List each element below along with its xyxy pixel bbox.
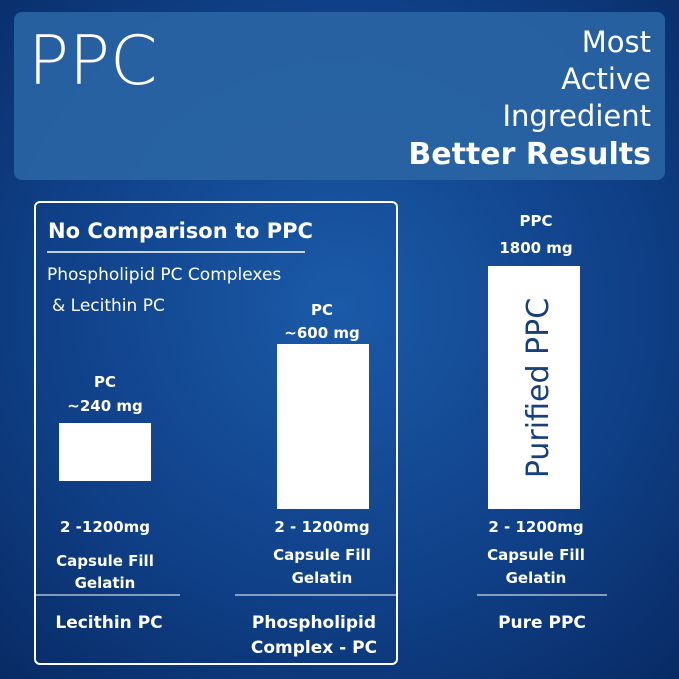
dose: 2 - 1200mg [488,518,583,536]
form: Gelatin [292,569,353,587]
amount-label: PPC [520,212,553,230]
form: Capsule Fill [487,546,585,564]
tagline: Most [582,25,651,59]
amount-label: PC [311,301,333,319]
bar-label: Purified PPC [521,298,556,478]
form: Gelatin [75,574,136,592]
form: Capsule Fill [273,546,371,564]
column-name: Phospholipid [252,613,376,633]
form: Gelatin [506,569,567,587]
amount-label: ~240 mg [67,397,142,415]
amount-label: PC [94,373,116,391]
bar [277,344,369,509]
bar [488,266,580,509]
dose: 2 -1200mg [60,518,150,536]
dose: 2 - 1200mg [274,518,369,536]
header-banner [14,12,665,180]
tagline: Active [561,62,651,96]
form: Capsule Fill [56,552,154,570]
comparison-subheading: & Lecithin PC [52,296,165,316]
emphasis: Better Results [408,137,651,172]
bar [59,423,151,481]
tagline: Ingredient [502,99,651,133]
amount-label: ~600 mg [284,324,359,342]
column-name: Pure PPC [498,613,586,633]
comparison-subheading: Phospholipid PC Complexes [47,265,281,285]
column-name: Complex - PC [251,638,377,658]
comparison-heading: No Comparison to PPC [48,219,313,243]
column-name: Lecithin PC [55,613,162,633]
title: PPC [28,22,158,101]
comparison-box [34,201,398,665]
amount-label: 1800 mg [499,239,572,257]
